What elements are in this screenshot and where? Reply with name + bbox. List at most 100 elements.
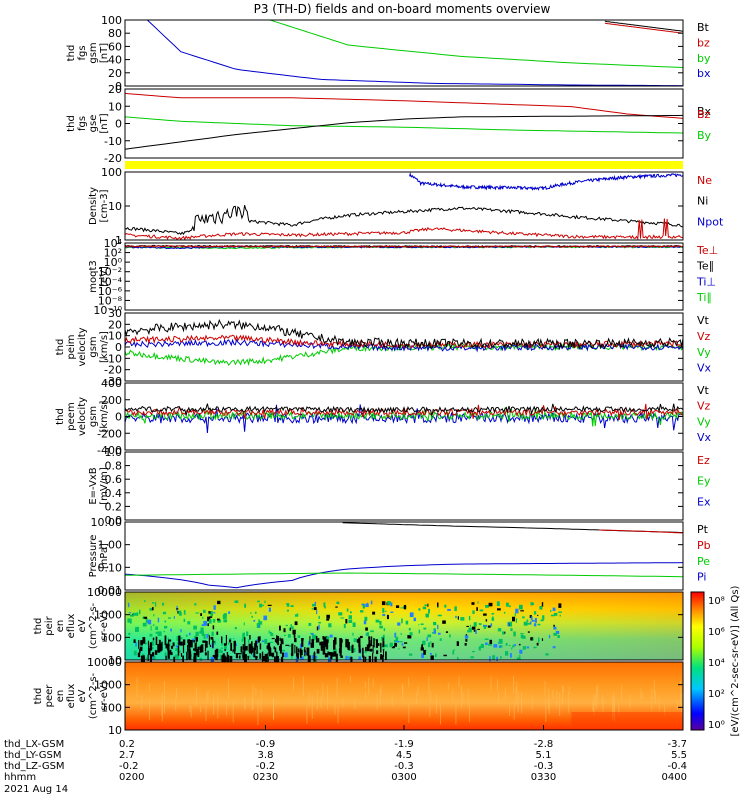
colorbar-scale: [690, 591, 705, 731]
legend-ti: Ti∥: [696, 291, 712, 304]
peir-speckle: [311, 635, 315, 641]
y-tick-label: 0: [115, 80, 122, 93]
peir-speckle: [147, 619, 152, 625]
peer-streak: [326, 685, 328, 710]
peer-streak: [217, 692, 219, 719]
peir-gap: [271, 652, 275, 657]
peer-streak: [272, 697, 274, 719]
peir-gap: [147, 654, 149, 662]
y-axis-label: (cm^2-s-: [88, 672, 99, 719]
peir-gap: [261, 651, 264, 662]
peir-speckle: [559, 614, 561, 617]
peir-speckle: [408, 628, 411, 631]
peir-gap: [180, 653, 183, 657]
peir-speckle: [470, 656, 474, 659]
peir-speckle: [541, 602, 544, 607]
legend-pi: Pi: [697, 571, 706, 584]
peir-speckle: [557, 635, 560, 638]
peir-gap: [140, 641, 144, 644]
peir-gap: [256, 646, 258, 655]
peir-speckle: [514, 612, 516, 617]
peir-gap: [293, 635, 296, 638]
legend-ne: Ne: [697, 174, 712, 187]
peir-gap: [244, 637, 246, 647]
peir-speckle: [348, 619, 353, 624]
peer-streak: [435, 694, 437, 714]
colorbar: 10⁸ 10⁶ 10⁴ 10² 10⁰ [eV/(cm^2-sec-sr-eV)] (Al…: [690, 585, 741, 736]
peir-speckle: [346, 608, 349, 612]
peir-speckle: [533, 623, 537, 627]
legend-npot: Npot: [697, 215, 724, 228]
peer-streak: [664, 705, 666, 716]
peir-gap: [328, 651, 331, 656]
peir-speckle: [479, 623, 482, 625]
peir-gap: [385, 651, 387, 661]
peer-streak: [163, 696, 165, 714]
peir-speckle: [553, 624, 555, 627]
peir-gap: [276, 635, 278, 644]
series-vz-line: [124, 403, 684, 420]
bottom-row-label: thd_LZ-GSM: [4, 761, 65, 772]
y-tick-label: 1.00: [98, 539, 123, 552]
peir-speckle: [143, 616, 148, 619]
peir-speckle: [243, 622, 245, 626]
peir-speckle: [397, 648, 400, 650]
peir-speckle: [133, 612, 137, 616]
peir-speckle: [268, 607, 271, 612]
peir-speckle: [202, 640, 207, 643]
peir-speckle: [359, 610, 364, 613]
peer-streak: [602, 694, 604, 705]
panel-frame: [124, 451, 684, 521]
peir-speckle: [390, 611, 394, 613]
legend-ey: Ey: [697, 475, 711, 488]
peir-gap: [316, 649, 320, 654]
peir-speckle: [444, 604, 447, 608]
peir-speckle: [511, 645, 515, 648]
y-axis-label: [nPa]: [99, 543, 110, 569]
peer-streak: [504, 687, 506, 699]
peir-gap: [380, 653, 383, 659]
peir-gap: [186, 651, 188, 661]
peir-gap: [380, 642, 382, 653]
peer-streak: [563, 686, 565, 693]
peir-speckle: [269, 641, 274, 643]
peir-speckle: [519, 654, 521, 658]
peer-streak: [597, 684, 599, 700]
legend-te: Te⊥: [696, 244, 718, 257]
peir-gap: [193, 640, 195, 643]
peir-gap: [323, 645, 326, 655]
peir-speckle: [536, 642, 539, 646]
peir-speckle: [199, 631, 203, 634]
peir-gap: [299, 649, 303, 656]
peir-gap: [324, 653, 328, 658]
peir-speckle: [290, 624, 292, 628]
peir-speckle: [520, 633, 524, 635]
peir-gap: [254, 643, 257, 651]
panel-8: 10.00 1.00 0.10 0.01 Pressure [nPa] Pt Pb Pe Pi: [88, 516, 711, 597]
peir-speckle: [195, 612, 200, 614]
y-tick-label: 1: [115, 234, 122, 247]
peir-speckle: [200, 613, 202, 617]
peer-streak: [468, 703, 470, 723]
peir-speckle: [395, 605, 400, 608]
plot-date: 2021 Aug 14: [4, 784, 68, 795]
bottom-row-value: -1.9: [394, 739, 414, 750]
peir-speckle: [467, 630, 470, 633]
peir-speckle: [433, 629, 436, 634]
y-axis-label: Pressure: [88, 535, 99, 578]
peir-speckle: [311, 608, 314, 610]
peir-speckle: [326, 618, 330, 621]
peir-speckle: [212, 625, 215, 630]
peir-speckle: [212, 619, 216, 623]
peir-speckle: [478, 622, 481, 625]
y-tick-label: -10: [104, 352, 122, 365]
peir-speckle: [345, 619, 348, 624]
peir-speckle: [264, 600, 266, 604]
peir-speckle: [421, 653, 424, 659]
y-tick-label: -20: [104, 364, 122, 377]
peir-speckle: [512, 616, 516, 622]
peir-speckle: [504, 631, 506, 634]
peir-gap: [240, 646, 243, 653]
y-axis-label: E=-VxB: [88, 467, 99, 504]
